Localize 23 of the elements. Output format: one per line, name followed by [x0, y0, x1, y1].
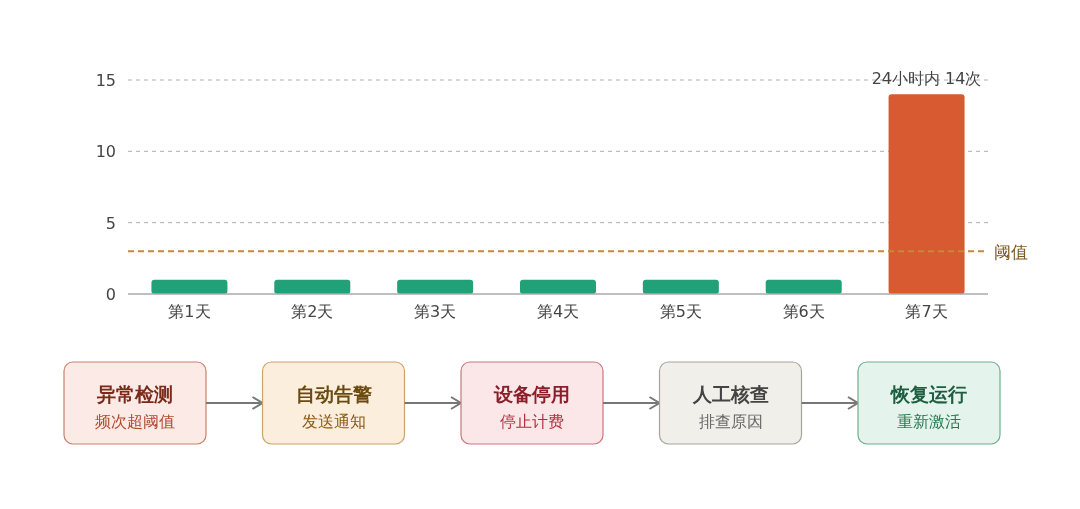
y-tick-label: 0: [105, 285, 116, 304]
x-tick-label: 第6天: [782, 302, 825, 321]
annotation: 24小时内 14次: [871, 69, 982, 89]
y-tick-label: 15: [95, 71, 116, 90]
x-tick-label: 第1天: [168, 302, 211, 321]
x-tick-label: 第7天: [905, 302, 948, 321]
x-tick-label: 第5天: [659, 302, 702, 321]
text: 排查原因: [698, 412, 763, 431]
text: 频次超阈值: [95, 412, 175, 431]
text: 自动告警: [295, 383, 372, 405]
x-tick-label: 第3天: [414, 302, 457, 321]
text: 设备停用: [493, 383, 570, 405]
x-tick-label: 第2天: [291, 302, 334, 321]
x-tick-label: 第4天: [536, 302, 580, 321]
text: 人工核查: [691, 383, 769, 405]
ref-line-label: 阈值: [994, 242, 1028, 263]
y-tick-label: 10: [95, 142, 116, 162]
text: 发送通知: [301, 412, 366, 431]
text: 恢复运行: [890, 383, 967, 405]
text: 重新激活: [897, 412, 961, 431]
text: 异常检测: [96, 383, 173, 405]
y-tick-label: 5: [105, 213, 116, 233]
text: 停止计费: [500, 412, 564, 431]
